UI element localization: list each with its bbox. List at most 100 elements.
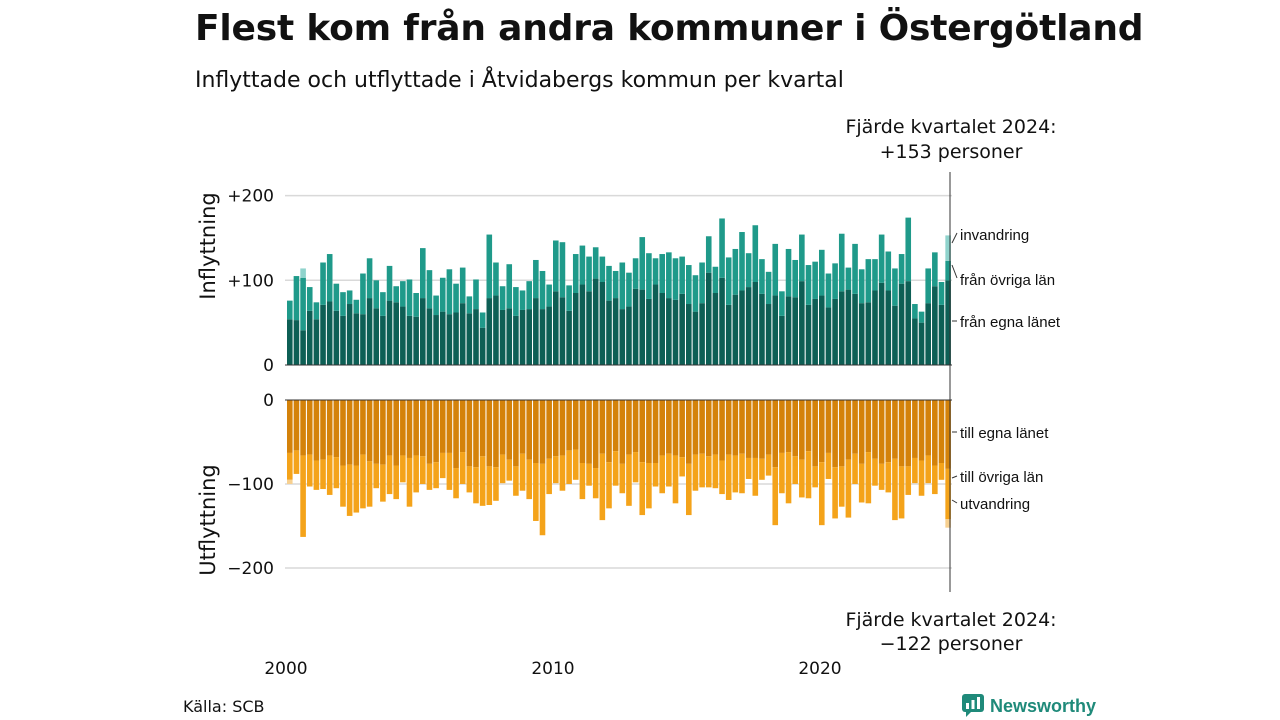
inflow-bar-own-county: [566, 310, 572, 365]
inflow-bar-own-county: [433, 315, 439, 365]
brand-name: Newsworthy: [990, 695, 1097, 716]
outflow-bar-other-counties: [546, 458, 552, 495]
inflow-bar-own-county: [865, 302, 872, 365]
inflow-axis-title: Inflyttning: [196, 192, 220, 299]
inflow-bar-other-counties: [519, 290, 526, 310]
inflow-bar-own-county: [592, 278, 599, 365]
inflow-bar-own-county: [892, 305, 898, 365]
inflow-bar-own-county: [459, 303, 466, 365]
outflow-bar-own-county: [446, 400, 453, 453]
outflow-bar-other-counties: [838, 466, 845, 507]
inflow-bar-own-county: [752, 281, 759, 365]
inflow-bar-other-counties: [699, 262, 705, 304]
outflow-bar-other-counties: [792, 456, 798, 484]
outflow-ytick-label: −200: [227, 559, 274, 579]
outflow-bar-own-county: [699, 400, 705, 454]
inflow-bar-other-counties: [745, 253, 752, 288]
outflow-bar-own-county: [340, 400, 346, 466]
outflow-bar-other-counties: [779, 452, 785, 494]
inflow-bar-other-counties: [433, 295, 439, 316]
inflow-bar-own-county: [380, 315, 386, 365]
outflow-bar-other-counties: [479, 456, 486, 506]
outflow-bar-other-counties: [878, 463, 885, 490]
outflow-bar-other-counties: [938, 463, 945, 480]
inflow-bar-own-county: [918, 322, 925, 365]
outflow-bar-emigration: [287, 479, 293, 484]
inflow-bar-own-county: [825, 307, 832, 365]
outflow-bar-other-counties: [406, 457, 413, 507]
inflow-bar-own-county: [393, 302, 399, 365]
inflow-bar-other-counties: [479, 312, 486, 328]
inflow-bar-own-county: [446, 314, 453, 365]
inflow-bar-other-counties: [819, 249, 825, 296]
inflow-bar-own-county: [506, 308, 513, 365]
inflow-bar-other-counties: [932, 252, 938, 287]
inflow-bar-own-county: [699, 303, 705, 365]
inflow-bar-own-county: [426, 308, 433, 365]
inflow-bar-other-counties: [400, 281, 406, 307]
outflow-bar-own-county: [566, 400, 572, 451]
outflow-bar-own-county: [759, 400, 765, 459]
inflow-bar-other-counties: [499, 286, 506, 310]
outflow-bar-own-county: [420, 400, 426, 457]
outflow-bar-own-county: [546, 400, 552, 459]
inflow-bar-own-county: [513, 315, 519, 365]
outflow-bar-own-county: [679, 400, 685, 458]
outflow-bar-own-county: [659, 400, 665, 456]
outflow-bar-own-county: [592, 400, 599, 469]
outflow-bar-own-county: [326, 400, 333, 456]
page-title: Flest kom från andra kommuner i Östergöt…: [195, 8, 1144, 49]
x-tick-label: 2000: [264, 659, 307, 679]
outflow-bar-other-counties: [898, 466, 905, 519]
inflow-bar-other-counties: [825, 273, 832, 308]
inflow-bar-own-county: [486, 298, 493, 365]
inflow-bar-own-county: [439, 311, 446, 365]
outflow-bar-own-county: [752, 400, 759, 458]
outflow-bar-other-counties: [865, 452, 872, 504]
inflow-bar-own-county: [313, 319, 320, 365]
outflow-bar-own-county: [572, 400, 579, 450]
outflow-bar-own-county: [898, 400, 905, 467]
inflow-bar-other-counties: [420, 248, 426, 299]
inflow-bar-own-county: [745, 287, 752, 365]
outflow-bar-other-counties: [413, 455, 419, 493]
inflow-bar-own-county: [785, 296, 792, 365]
inflow-bar-other-counties: [313, 302, 320, 320]
inflow-bar-own-county: [632, 288, 639, 365]
inflow-bar-own-county: [519, 309, 526, 365]
outflow-bar-other-counties: [612, 451, 619, 486]
outflow-bar-other-counties: [433, 462, 439, 489]
outflow-bar-other-counties: [572, 449, 579, 480]
inflow-bar-own-county: [626, 306, 632, 365]
outflow-bar-own-county: [426, 400, 433, 464]
inflow-bar-own-county: [559, 297, 566, 365]
inflow-bar-other-counties: [852, 243, 858, 294]
inflow-bar-other-counties: [539, 270, 546, 310]
inflow-bar-other-counties: [732, 248, 739, 295]
outflow-bar-own-county: [892, 400, 898, 459]
inflow-bar-other-counties: [572, 254, 579, 293]
outflow-bar-other-counties: [892, 458, 898, 521]
outflow-bar-own-county: [486, 400, 493, 467]
inflow-bar-other-counties: [872, 259, 878, 291]
outflow-bar-other-counties: [858, 463, 865, 503]
inflow-bar-own-county: [473, 309, 479, 365]
inflow-bar-other-counties: [792, 259, 798, 298]
inflow-bar-other-counties: [439, 277, 446, 312]
inflow-bar-other-counties: [719, 218, 725, 278]
inflow-bar-other-counties: [453, 283, 459, 313]
outflow-bar-own-county: [559, 400, 566, 456]
outflow-bar-own-county: [858, 400, 865, 464]
inflow-bar-own-county: [845, 289, 852, 365]
outflow-bar-own-county: [805, 400, 812, 452]
outflow-bar-other-counties: [586, 463, 592, 486]
outflow-bar-other-counties: [606, 462, 612, 509]
outflow-legend-label: utvandring: [960, 496, 1030, 513]
outflow-bar-other-counties: [845, 459, 852, 518]
outflow-bar-own-county: [938, 400, 945, 463]
outflow-bar-other-counties: [772, 467, 779, 526]
inflow-bar-other-counties: [592, 247, 599, 279]
brand-logo[interactable]: Newsworthy: [962, 694, 1096, 718]
outflow-bar-own-county: [825, 400, 832, 453]
outflow-bar-own-county: [872, 400, 878, 459]
